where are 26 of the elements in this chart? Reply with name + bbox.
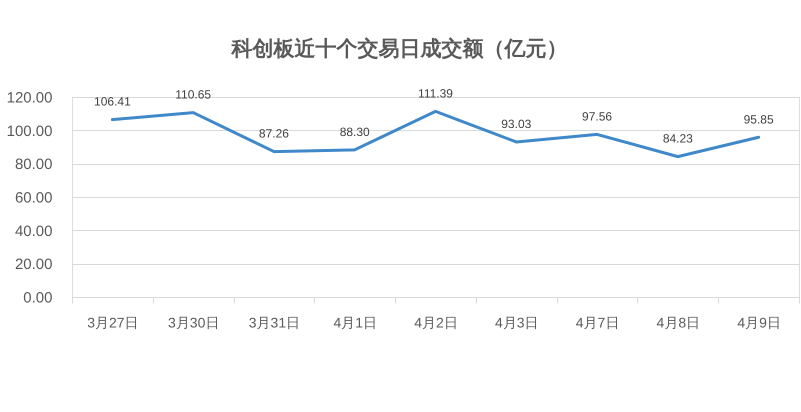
data-label: 93.03: [501, 116, 532, 131]
data-label: 95.85: [744, 112, 774, 126]
x-tick-label: 4月7日: [576, 314, 620, 330]
y-tick-label: 0.00: [23, 290, 52, 306]
data-label: 106.41: [94, 94, 132, 109]
y-tick-label: 40.00: [14, 222, 52, 240]
data-label: 111.39: [418, 86, 454, 100]
x-tick-label: 3月27日: [87, 314, 139, 330]
chart-title: 科创板近十个交易日成交额（亿元）: [230, 36, 568, 60]
y-tick-label: 60.00: [14, 190, 52, 206]
x-tick-label: 4月9日: [737, 314, 781, 330]
data-label: 87.26: [258, 126, 290, 141]
x-tick-label: 4月3日: [494, 314, 539, 330]
x-tick-label: 3月31日: [248, 314, 300, 330]
x-tick-label: 4月8日: [656, 314, 700, 330]
y-tick-label: 100.00: [6, 122, 52, 140]
data-label: 84.23: [662, 132, 694, 146]
x-tick-label: 4月1日: [333, 314, 378, 330]
data-label: 97.56: [582, 109, 612, 124]
x-tick-label: 4月2日: [414, 314, 458, 330]
data-label: 110.65: [175, 88, 212, 102]
y-tick-label: 20.00: [14, 256, 52, 274]
x-tick-label: 3月30日: [168, 314, 220, 330]
y-tick-label: 80.00: [14, 156, 52, 174]
y-tick-label: 120.00: [6, 90, 52, 106]
data-label: 88.30: [340, 124, 370, 139]
